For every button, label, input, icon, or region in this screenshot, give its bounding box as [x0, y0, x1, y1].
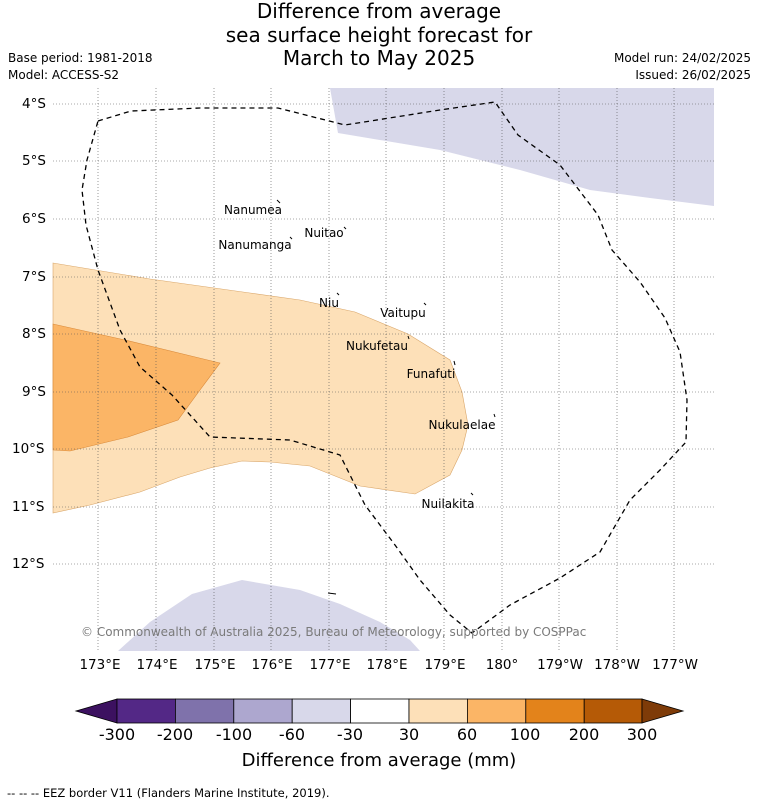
island-marks	[276, 199, 496, 595]
eez-border	[81, 101, 688, 634]
island-label-nukufetau: Nukufetau	[345, 339, 409, 353]
colorbar-tick-neg200: -200	[156, 725, 194, 744]
lon-tick-177w: 177°W	[652, 657, 698, 673]
colorbar-tick-neg300: -300	[98, 725, 136, 744]
lon-tick-180: 180°	[485, 657, 519, 673]
grid-lines	[53, 88, 714, 651]
model-run: Model run: 24/02/2025	[613, 51, 751, 65]
lon-tick-179w: 179°W	[537, 657, 583, 673]
lat-tick-4s: 4°S	[22, 96, 46, 112]
colorbar-box-4	[291, 698, 352, 724]
island-label-funafuti: Funafuti	[406, 367, 456, 381]
lat-tick-8s: 8°S	[22, 326, 46, 342]
issued-date: Issued: 26/02/2025	[635, 68, 751, 82]
lon-tick-176e: 176°E	[251, 657, 293, 673]
colorbar-tick-30: 30	[398, 725, 420, 744]
lat-tick-6s: 6°S	[22, 211, 46, 227]
colorbar-tick-100: 100	[509, 725, 541, 744]
model-name: Model: ACCESS-S2	[8, 68, 120, 82]
lon-tick-177e: 177°E	[309, 657, 351, 673]
lon-tick-179e: 179°E	[424, 657, 466, 673]
band-positive-30-60	[52, 262, 469, 514]
lat-tick-10s: 10°S	[12, 441, 45, 457]
colorbar-extend-high	[641, 698, 685, 724]
colorbar-tick-300: 300	[626, 725, 658, 744]
band-positive-60-100	[52, 323, 221, 452]
colorbar-box-6	[408, 698, 468, 724]
title-line-2: sea surface height forecast for	[225, 22, 533, 47]
lat-tick-11s: 11°S	[12, 499, 45, 515]
eez-footnote: -- -- -- EEZ border V11 (Flanders Marine…	[7, 786, 330, 800]
lat-tick-9s: 9°S	[22, 384, 46, 400]
colorbar-tick-neg60: -60	[278, 725, 306, 744]
island-label-nukulaelae: Nukulaelae	[428, 418, 496, 432]
colorbar-tick-neg30: -30	[336, 725, 364, 744]
island-label-vaitupu: Vaitupu	[380, 306, 426, 320]
band-negative-bottom	[118, 580, 420, 651]
colorbar-box-5	[350, 698, 410, 724]
colorbar-box-9	[583, 698, 643, 724]
lon-tick-173e: 173°E	[79, 657, 121, 673]
colorbar-box-3	[233, 698, 293, 724]
band-negative-top	[330, 88, 714, 206]
lon-tick-174e: 174°E	[136, 657, 178, 673]
colorbar-box-7	[466, 698, 527, 724]
copyright-text: © Commonwealth of Australia 2025, Bureau…	[81, 625, 587, 639]
lat-tick-12s: 12°S	[12, 556, 45, 572]
lon-tick-178e: 178°E	[366, 657, 408, 673]
title-line-1: Difference from average	[256, 0, 502, 23]
colorbar-box-8	[525, 698, 585, 724]
base-period: Base period: 1981-2018	[8, 51, 153, 65]
lon-tick-178w: 178°W	[594, 657, 640, 673]
lat-tick-7s: 7°S	[22, 269, 46, 285]
island-label-nanumea: Nanumea	[224, 203, 282, 217]
colorbar-box-2	[174, 698, 235, 724]
colorbar-label: Difference from average (mm)	[241, 750, 517, 771]
meta-left: Base period: 1981-2018 Model: ACCESS-S2	[8, 50, 153, 84]
meta-right: Model run: 24/02/2025 Issued: 26/02/2025	[614, 50, 751, 84]
lat-tick-5s: 5°S	[22, 153, 46, 169]
lon-tick-175e: 175°E	[194, 657, 236, 673]
island-label-nanumanga: Nanumanga	[218, 238, 292, 252]
colorbar-tick-200: 200	[568, 725, 600, 744]
island-label-niu: Niu	[319, 296, 339, 310]
colorbar-tick-60: 60	[456, 725, 478, 744]
colorbar	[74, 698, 685, 724]
island-label-nuitao: Nuitao	[304, 226, 344, 240]
island-label-nuilakita: Nuilakita	[421, 497, 475, 511]
title-line-3: March to May 2025	[282, 46, 476, 70]
colorbar-extend-low	[74, 698, 118, 724]
chart-title: Difference from average sea surface heig…	[0, 0, 758, 71]
colorbar-box-1	[116, 698, 176, 724]
colorbar-tick-neg100: -100	[215, 725, 253, 744]
